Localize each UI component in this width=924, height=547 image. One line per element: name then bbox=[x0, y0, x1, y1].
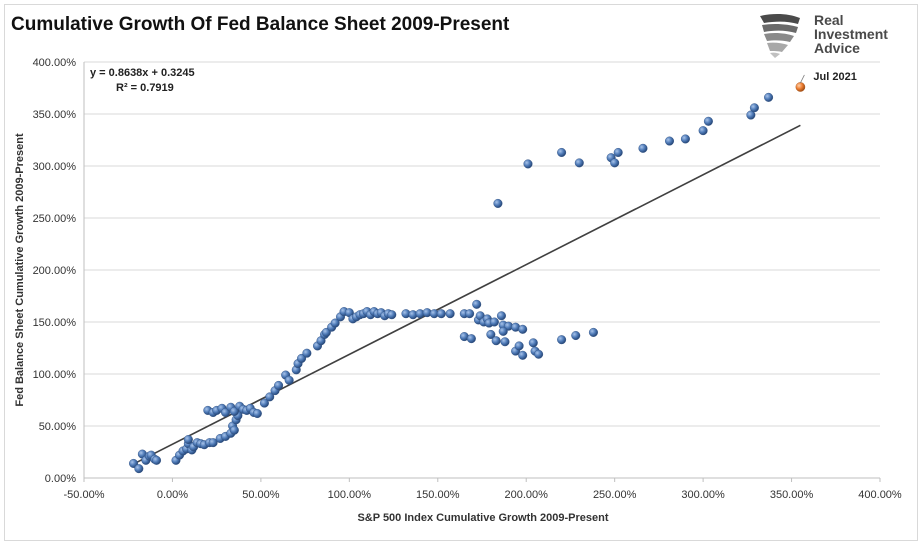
y-axis-ticks: 0.00% 50.00% 100.00% 150.00% 200.00% 250.00% 3… bbox=[33, 57, 77, 485]
data-point bbox=[571, 331, 581, 341]
data-point bbox=[498, 326, 508, 336]
y-axis-label: Fed Balance Sheet Cumulative Growth 2009… bbox=[14, 133, 26, 407]
data-point bbox=[764, 92, 774, 102]
data-point bbox=[613, 147, 623, 157]
data-point bbox=[518, 350, 528, 360]
x-tick-label: 0.00% bbox=[157, 489, 188, 501]
x-tick-label: -50.00% bbox=[64, 489, 105, 501]
data-point bbox=[302, 348, 312, 358]
data-point bbox=[534, 349, 544, 359]
x-tick-label: 300.00% bbox=[681, 489, 725, 501]
data-point bbox=[486, 329, 496, 339]
x-tick-label: 50.00% bbox=[242, 489, 280, 501]
logo-wordmark: Real Investment Advice bbox=[814, 13, 888, 55]
data-point bbox=[445, 309, 455, 319]
highlight-point: Jul 2021 bbox=[795, 71, 857, 92]
chart-title: Cumulative Growth Of Fed Balance Sheet 2… bbox=[11, 14, 510, 35]
data-point bbox=[749, 103, 759, 113]
data-point bbox=[588, 327, 598, 337]
x-tick-label: 100.00% bbox=[328, 489, 372, 501]
data-point bbox=[746, 110, 756, 120]
data-point bbox=[472, 299, 482, 309]
y-tick-label: 150.00% bbox=[33, 317, 77, 329]
x-axis-ticks: -50.00% 0.00% 50.00% 100.00% 150.00% 200.00% 2… bbox=[64, 478, 902, 501]
data-point bbox=[523, 159, 533, 169]
y-tick-label: 350.00% bbox=[33, 109, 77, 121]
gridlines bbox=[84, 61, 880, 427]
y-tick-label: 0.00% bbox=[45, 473, 76, 485]
data-point bbox=[698, 126, 708, 136]
x-tick-label: 400.00% bbox=[858, 489, 902, 501]
annotation-leader bbox=[800, 74, 805, 84]
data-point bbox=[557, 335, 567, 345]
y-tick-label: 50.00% bbox=[39, 421, 77, 433]
y-tick-label: 100.00% bbox=[33, 369, 77, 381]
data-point bbox=[229, 425, 239, 435]
logo-line-3: Advice bbox=[814, 40, 860, 56]
jul-2021-point bbox=[795, 82, 806, 92]
data-point bbox=[208, 438, 218, 448]
data-point bbox=[500, 337, 510, 347]
data-point bbox=[528, 338, 538, 348]
trend-equation: y = 0.8638x + 0.3245 bbox=[90, 67, 195, 79]
data-point bbox=[665, 136, 675, 146]
x-tick-label: 200.00% bbox=[505, 489, 549, 501]
data-point bbox=[259, 398, 269, 408]
data-point bbox=[491, 336, 501, 346]
data-point bbox=[514, 341, 524, 351]
data-point bbox=[703, 116, 713, 126]
y-tick-label: 300.00% bbox=[33, 161, 77, 173]
data-point bbox=[638, 143, 648, 153]
data-point bbox=[680, 134, 690, 144]
data-point bbox=[518, 324, 528, 334]
data-point bbox=[574, 158, 584, 168]
data-point bbox=[557, 147, 567, 157]
x-tick-label: 150.00% bbox=[416, 489, 460, 501]
data-point bbox=[265, 392, 275, 402]
axes bbox=[83, 62, 880, 479]
data-point bbox=[436, 309, 446, 319]
y-tick-label: 400.00% bbox=[33, 57, 77, 69]
data-point bbox=[466, 334, 476, 344]
data-point bbox=[610, 158, 620, 168]
x-tick-label: 250.00% bbox=[593, 489, 637, 501]
data-point bbox=[489, 317, 499, 327]
data-point bbox=[152, 455, 162, 465]
x-tick-label: 350.00% bbox=[770, 489, 814, 501]
data-point bbox=[493, 198, 503, 208]
x-axis-label: S&P 500 Index Cumulative Growth 2009-Pre… bbox=[357, 512, 608, 524]
data-point bbox=[330, 318, 340, 328]
y-tick-label: 200.00% bbox=[33, 265, 77, 277]
data-point bbox=[252, 409, 262, 419]
eagle-head-icon bbox=[760, 13, 800, 58]
data-points bbox=[129, 92, 774, 474]
logo-line-2: Investment bbox=[814, 26, 888, 42]
brand-logo: Real Investment Advice bbox=[752, 10, 912, 60]
data-point bbox=[465, 309, 475, 319]
annotation-label: Jul 2021 bbox=[813, 71, 856, 83]
r-squared: R² = 0.7919 bbox=[116, 82, 174, 94]
data-point bbox=[496, 311, 506, 321]
data-point bbox=[387, 310, 397, 320]
data-point bbox=[183, 435, 193, 445]
logo-line-1: Real bbox=[814, 12, 844, 28]
data-point bbox=[274, 380, 284, 390]
chart-frame bbox=[4, 4, 918, 541]
data-point bbox=[284, 375, 294, 385]
y-tick-label: 250.00% bbox=[33, 213, 77, 225]
data-point bbox=[134, 464, 144, 474]
